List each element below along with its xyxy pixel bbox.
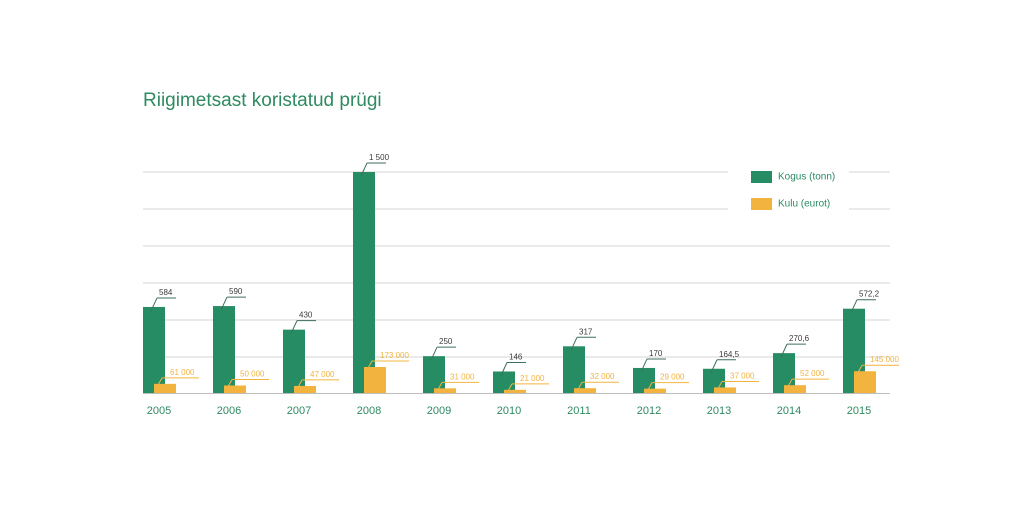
label-leader <box>506 383 513 394</box>
legend-item-kulu: Kulu (eurot) <box>751 198 830 210</box>
data-label-kogus: 270,6 <box>789 334 810 343</box>
bar-kogus <box>493 371 515 393</box>
x-tick-label: 2007 <box>287 405 311 417</box>
label-leader <box>290 320 298 334</box>
label-leader <box>366 360 373 371</box>
label-leader <box>226 379 233 389</box>
legend-item-kogus: Kogus (tonn) <box>751 171 835 183</box>
x-tick-label: 2008 <box>357 405 381 417</box>
bar-kulu <box>364 367 386 393</box>
x-tick-label: 2010 <box>497 405 521 417</box>
bar-kulu <box>784 385 806 393</box>
data-label-kulu: 37 000 <box>730 371 755 380</box>
label-leader <box>150 297 158 312</box>
bar-kogus <box>423 356 445 393</box>
label-leader <box>500 362 508 376</box>
bar-kulu <box>434 388 456 393</box>
x-tick-label: 2014 <box>777 405 801 417</box>
chart-title: Riigimetsast koristatud prügi <box>143 90 382 111</box>
label-leader <box>220 296 228 311</box>
label-leader <box>856 364 863 375</box>
data-label-kogus: 250 <box>439 337 453 346</box>
bar-kogus <box>283 329 305 393</box>
data-label-kulu: 21 000 <box>520 374 545 383</box>
bar-kulu <box>714 387 736 393</box>
bar-kulu <box>224 385 246 393</box>
label-leader <box>360 162 368 177</box>
bar-kogus <box>353 172 375 393</box>
data-label-kulu: 29 000 <box>660 373 685 382</box>
bar-kogus <box>563 346 585 393</box>
data-label-kogus: 590 <box>229 287 243 296</box>
label-leader <box>570 337 578 351</box>
label-leader <box>436 382 443 392</box>
bar-kogus <box>213 306 235 393</box>
x-tick-label: 2006 <box>217 405 241 417</box>
x-tick-label: 2012 <box>637 405 661 417</box>
bar-kulu <box>574 388 596 393</box>
data-label-kulu: 61 000 <box>170 368 195 377</box>
data-label-kogus: 1 500 <box>369 153 390 162</box>
label-leader <box>576 381 583 392</box>
bar-kulu <box>644 388 666 393</box>
data-label-kulu: 145 000 <box>870 355 899 364</box>
data-label-kulu: 47 000 <box>310 370 335 379</box>
data-label-kulu: 52 000 <box>800 369 825 378</box>
label-leader <box>646 382 653 392</box>
x-tick-label: 2011 <box>567 405 591 417</box>
data-label-kulu: 32 000 <box>590 372 615 381</box>
label-leader <box>640 358 648 373</box>
label-leader <box>430 346 438 361</box>
data-label-kogus: 146 <box>509 352 523 361</box>
data-label-kogus: 317 <box>579 327 593 336</box>
bar-kulu <box>294 385 316 393</box>
data-label-kulu: 173 000 <box>380 351 409 360</box>
x-tick-label: 2009 <box>427 405 451 417</box>
data-label-kogus: 584 <box>159 288 173 297</box>
x-tick-label: 2015 <box>847 405 871 417</box>
label-leader <box>710 359 718 373</box>
label-leader <box>786 378 793 389</box>
legend-label-kulu: Kulu (eurot) <box>778 198 831 210</box>
legend-swatch-kogus <box>751 171 772 183</box>
bar-kogus <box>143 306 165 393</box>
data-label-kulu: 50 000 <box>240 369 265 378</box>
label-leader <box>156 377 163 388</box>
x-tick-label: 2005 <box>147 405 171 417</box>
legend-swatch-kulu <box>751 198 772 210</box>
data-label-kogus: 170 <box>649 349 663 358</box>
data-label-kogus: 164,5 <box>719 350 740 359</box>
bar-kulu <box>154 383 176 393</box>
data-label-kulu: 31 000 <box>450 372 475 381</box>
label-leader <box>296 379 303 390</box>
label-leader <box>780 343 788 358</box>
data-label-kogus: 430 <box>299 311 313 320</box>
legend-label-kogus: Kogus (tonn) <box>778 171 836 183</box>
data-label-kogus: 572,2 <box>859 290 880 299</box>
label-leader <box>850 299 858 313</box>
bar-kulu <box>504 389 526 393</box>
label-leader <box>716 381 723 391</box>
x-tick-label: 2013 <box>707 405 731 417</box>
bar-kulu <box>854 371 876 393</box>
